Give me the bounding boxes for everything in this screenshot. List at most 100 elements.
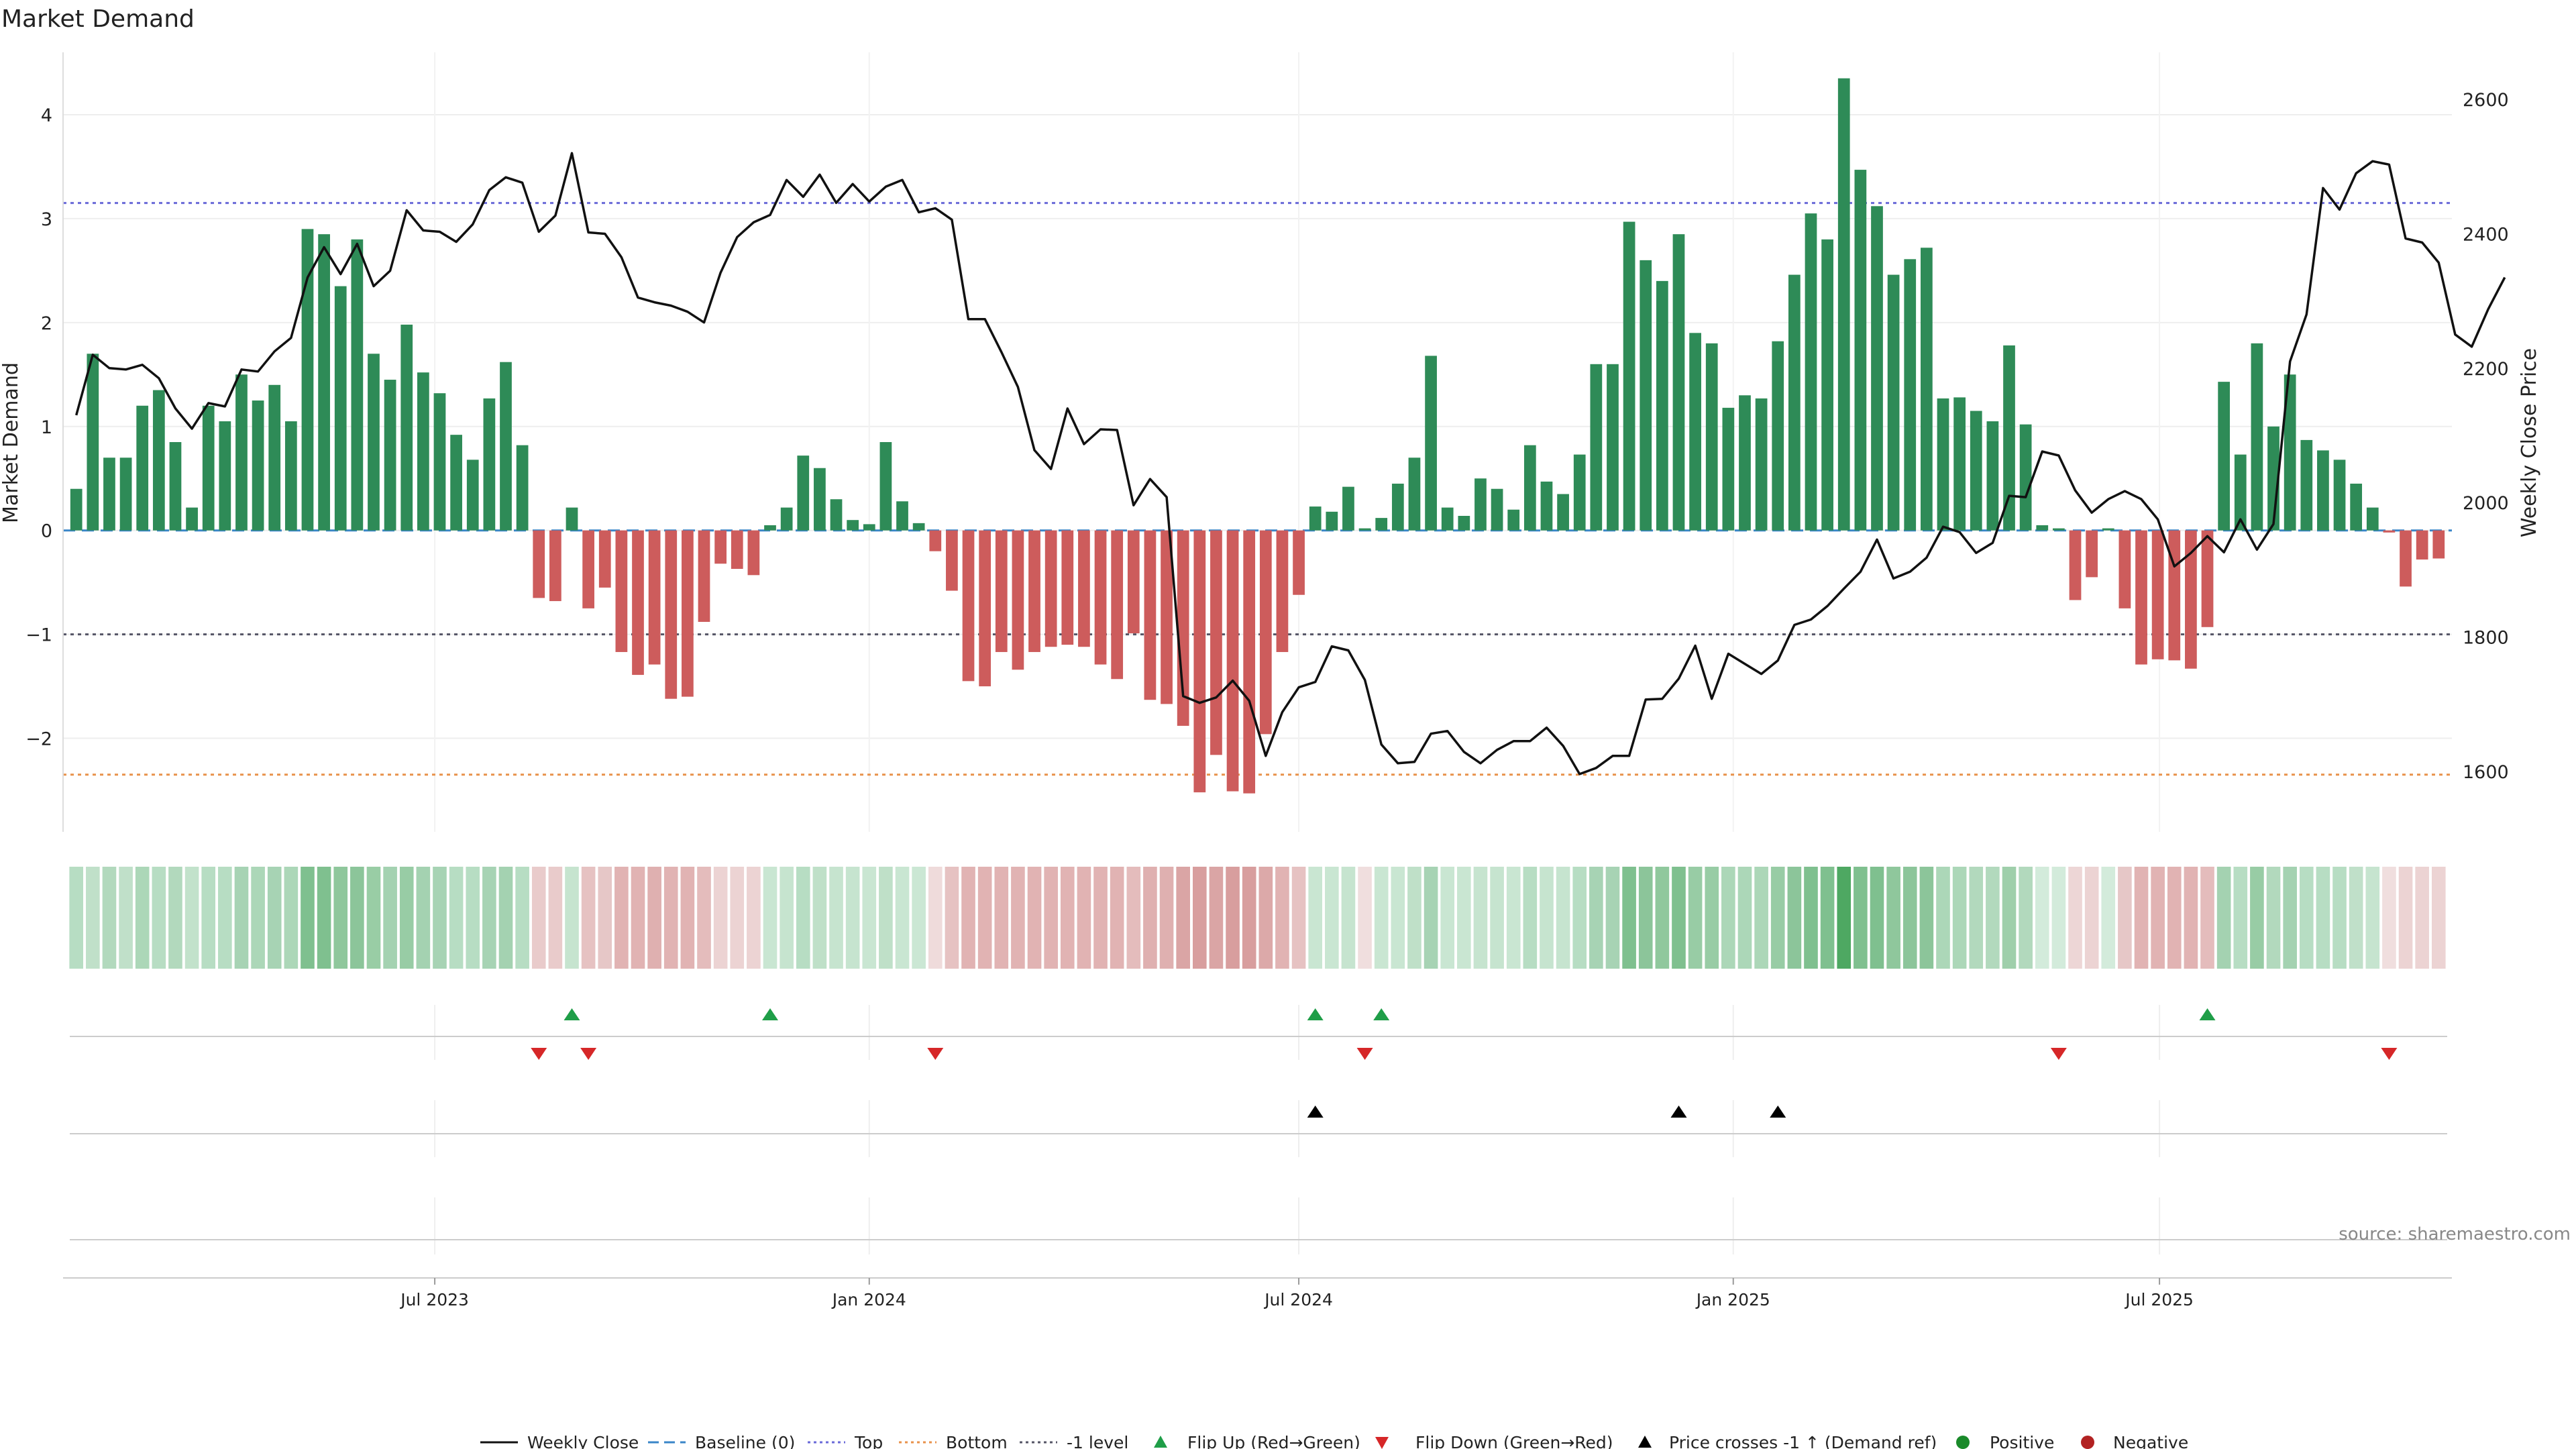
flip-down-marker <box>2381 1048 2398 1060</box>
heat-cell <box>2118 867 2132 969</box>
heat-cell <box>1556 867 1570 969</box>
demand-bar <box>1078 530 1090 647</box>
demand-bar <box>1408 458 1421 531</box>
demand-bar <box>1127 530 1140 634</box>
demand-bar <box>1259 530 1272 735</box>
heat-cell <box>730 867 745 969</box>
heat-cell <box>2019 867 2033 969</box>
demand-bar <box>962 530 975 682</box>
heat-cell <box>1589 867 1603 969</box>
heat-cell <box>1820 867 1835 969</box>
heat-cell <box>317 867 331 969</box>
demand-bar <box>1837 78 1850 531</box>
demand-bar <box>1986 421 1999 531</box>
demand-bar <box>780 507 793 531</box>
demand-bar <box>2201 530 2214 627</box>
y-tick-label: 2 <box>41 313 52 334</box>
heat-cell <box>515 867 529 969</box>
demand-bar <box>1607 364 1619 531</box>
demand-bar <box>1028 530 1040 652</box>
heat-cell <box>1341 867 1356 969</box>
heat-cell <box>2250 867 2264 969</box>
heat-cell <box>1011 867 1025 969</box>
heat-cell <box>663 867 678 969</box>
heat-cell <box>1672 867 1686 969</box>
demand-bar <box>2416 530 2428 560</box>
demand-bar <box>1921 248 1933 531</box>
demand-bar <box>202 405 215 531</box>
demand-bar <box>334 286 347 531</box>
demand-bar <box>2317 450 2329 531</box>
demand-bar <box>433 393 446 531</box>
y2-tick-label: 1800 <box>2463 628 2509 649</box>
heat-cell <box>945 867 959 969</box>
demand-bar <box>2284 374 2296 531</box>
x-tick-label: Jan 2024 <box>831 1290 906 1309</box>
y-tick-label: 4 <box>41 105 52 126</box>
heat-cell <box>912 867 926 969</box>
heat-cell <box>1540 867 1554 969</box>
x-tick-label: Jul 2023 <box>399 1290 469 1309</box>
demand-bar <box>1293 530 1305 595</box>
heat-cell <box>1143 867 1157 969</box>
flip-up-marker <box>762 1008 779 1020</box>
demand-bar <box>2366 507 2379 531</box>
heat-cell <box>1523 867 1538 969</box>
demand-bar <box>368 354 380 531</box>
y-tick-label: 3 <box>41 209 52 230</box>
heat-cell <box>548 867 563 969</box>
heat-cell <box>2134 867 2149 969</box>
heat-cell <box>1242 867 1256 969</box>
demand-bar <box>1425 356 1437 531</box>
demand-bar <box>500 362 512 531</box>
heat-cell <box>2051 867 2066 969</box>
demand-bar <box>1210 530 1222 755</box>
demand-bar <box>598 530 611 588</box>
flip-down-marker <box>1356 1048 1373 1060</box>
demand-bar <box>1805 213 1817 531</box>
demand-bar <box>1739 395 1751 531</box>
demand-bar <box>747 530 760 576</box>
heat-cell <box>1275 867 1289 969</box>
legend-negative-label: Negative <box>2113 1433 2188 1449</box>
flip-down-marker <box>2050 1048 2067 1060</box>
demand-bar <box>2118 530 2131 608</box>
heat-cell <box>565 867 579 969</box>
demand-bar <box>70 488 83 531</box>
heat-cell <box>1936 867 1950 969</box>
heat-cell <box>333 867 348 969</box>
heat-cell <box>284 867 299 969</box>
legend-positive-dot-icon <box>1956 1436 1970 1449</box>
demand-bar <box>400 324 413 531</box>
flip-up-marker <box>564 1008 580 1020</box>
y-axis-label: Market Demand <box>0 362 23 523</box>
legend-negative-dot-icon <box>2081 1436 2094 1449</box>
heat-cell <box>102 867 117 969</box>
demand-bar <box>87 354 99 531</box>
heat-cell <box>1986 867 2000 969</box>
demand-bar <box>648 530 661 665</box>
demand-bar <box>2432 530 2445 559</box>
demand-bar <box>1772 341 1784 531</box>
demand-bar <box>1491 488 1503 531</box>
heat-cell <box>2084 867 2099 969</box>
heat-cell <box>1919 867 1934 969</box>
heat-cell <box>1291 867 1306 969</box>
demand-bar <box>186 507 198 531</box>
demand-bar <box>2383 530 2396 533</box>
heat-cell <box>184 867 199 969</box>
demand-bar <box>946 530 958 591</box>
heat-cell <box>531 867 546 969</box>
heat-cell <box>1770 867 1785 969</box>
heat-cell <box>1837 867 1851 969</box>
heat-cell <box>201 867 216 969</box>
demand-bar <box>2400 530 2412 587</box>
heat-cell <box>1424 867 1438 969</box>
heat-cell <box>383 867 397 969</box>
price-cross-marker <box>1670 1106 1687 1118</box>
heat-cell <box>1854 867 1868 969</box>
demand-bar <box>1788 274 1801 531</box>
legend-price-cross-icon <box>1638 1436 1652 1448</box>
demand-bar <box>2218 382 2231 531</box>
demand-bar <box>219 421 231 531</box>
